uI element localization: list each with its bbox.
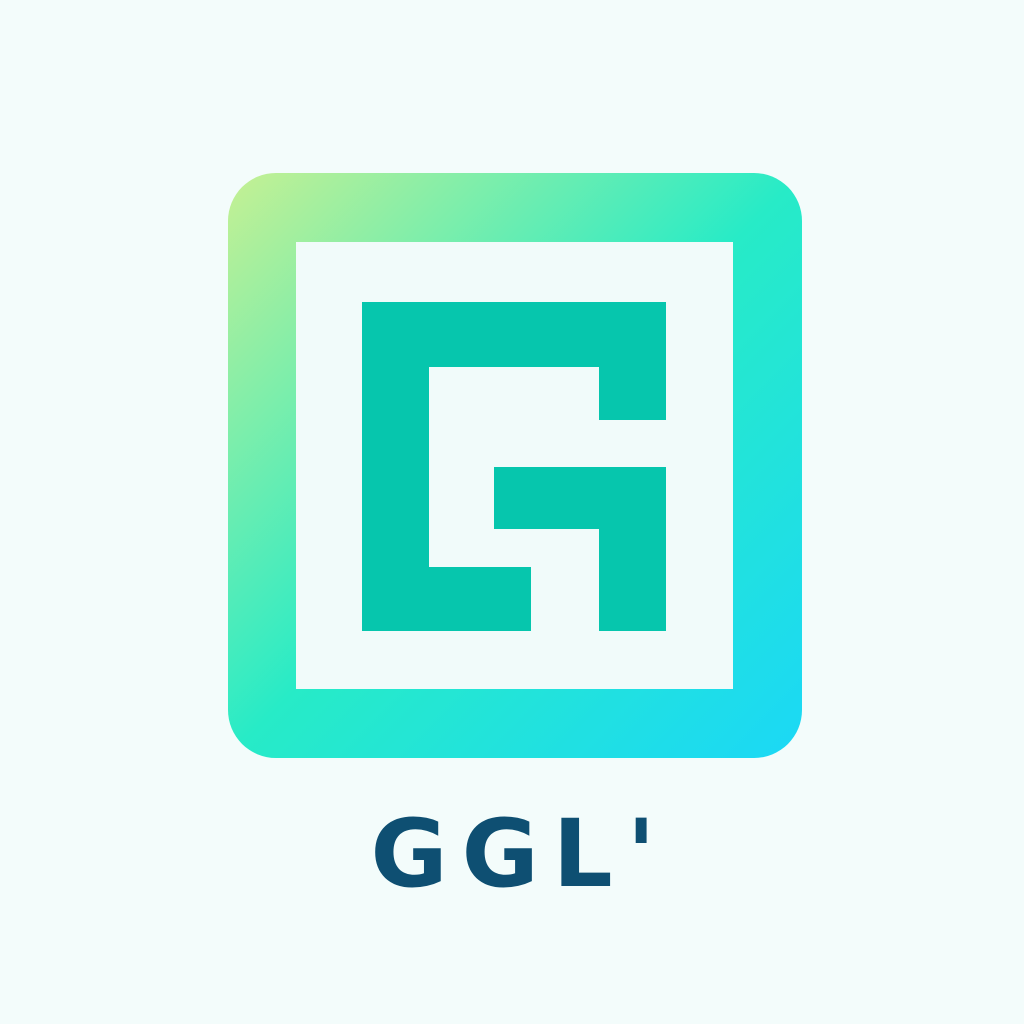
logo-g-glyph bbox=[362, 302, 666, 631]
glyph-bottom-left bbox=[362, 567, 531, 631]
logo-wordmark: GGL' bbox=[370, 800, 670, 909]
glyph-right-lower bbox=[599, 467, 666, 631]
glyph-right-upper bbox=[599, 302, 666, 420]
